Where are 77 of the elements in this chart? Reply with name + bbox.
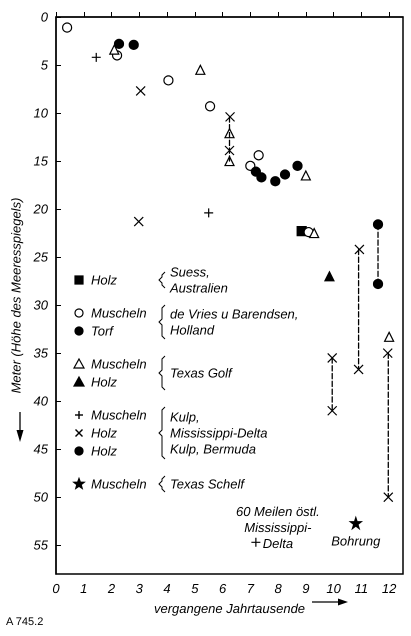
- legend-label: Torf: [91, 324, 114, 338]
- x-tick-label: 2: [106, 581, 116, 596]
- point: [163, 75, 174, 86]
- y-tick-label: 35: [34, 346, 49, 361]
- x-tick-label: 0: [52, 581, 60, 596]
- y-tick-label: 0: [40, 10, 49, 24]
- point: [256, 172, 267, 182]
- y-tick-label: 15: [34, 154, 49, 169]
- point: [136, 86, 146, 96]
- x-tick-label: 11: [354, 581, 368, 596]
- y-tick-label: 25: [32, 250, 49, 265]
- point: [62, 22, 72, 33]
- point: [327, 352, 338, 364]
- point: [128, 40, 139, 50]
- point: [309, 228, 320, 238]
- point: [292, 160, 303, 171]
- point: [91, 52, 102, 62]
- y-tick-label: 5: [40, 58, 49, 73]
- y-tick-label: 30: [34, 298, 49, 313]
- legend-label: Holz: [91, 272, 118, 288]
- point: [224, 112, 236, 122]
- point: [324, 271, 335, 282]
- x-tick-label: 10: [326, 581, 342, 596]
- x-tick-label: 1: [80, 581, 88, 596]
- text: A 745.2: [6, 616, 44, 628]
- legend-label: Muscheln: [91, 306, 147, 320]
- legend-label: Holz: [91, 426, 118, 440]
- legend-label: Muscheln: [91, 476, 147, 492]
- point: [195, 64, 206, 75]
- x-tick-label: 3: [136, 581, 144, 596]
- legend-label: Holz: [91, 374, 118, 390]
- point: [204, 208, 214, 218]
- x-tick-label: 5: [191, 581, 200, 596]
- annotation: de Vries u Barendsen, Holland: [170, 306, 298, 338]
- y-tick-label: 45: [34, 442, 49, 457]
- y-tick-label: 50: [34, 490, 49, 505]
- point: [204, 101, 216, 112]
- legend-label: Muscheln: [91, 408, 147, 422]
- x-tick-label: 9: [302, 581, 310, 596]
- annotation: Texas Golf: [170, 366, 234, 380]
- y-tick-label: 40: [34, 394, 49, 409]
- point: [382, 348, 393, 358]
- point: [250, 166, 261, 177]
- point: [280, 169, 290, 180]
- point: [353, 364, 364, 375]
- y-axis-title: Meter (Höhe des Meeresspiegels): [8, 198, 24, 394]
- point: [134, 216, 144, 227]
- annotation: Texas Schelf: [170, 476, 246, 492]
- y-tick-label: 10: [34, 106, 49, 121]
- x-axis-title: vergangene Jahrtausende: [154, 601, 306, 616]
- point: [327, 406, 338, 416]
- point: [270, 176, 280, 186]
- annotation: Suess, Australien: [169, 264, 228, 296]
- y-tick-label: 55: [34, 538, 49, 553]
- point: [354, 244, 365, 255]
- point: [250, 537, 261, 548]
- point: [224, 145, 235, 156]
- point: [109, 44, 120, 55]
- x-tick-label: 8: [274, 581, 282, 596]
- point: [383, 492, 394, 502]
- point: [300, 170, 311, 181]
- x-tick-label: 12: [382, 581, 398, 596]
- point: [384, 332, 394, 342]
- x-tick-label: 7: [246, 581, 255, 596]
- annotation: Kulp, Mississippi-Delta Kulp, Bermuda: [170, 410, 268, 456]
- x-tick-label: 6: [218, 581, 227, 596]
- point: [254, 150, 264, 160]
- legend-label: Muscheln: [91, 356, 147, 372]
- annotation: Bohrung: [331, 534, 382, 549]
- point: [350, 517, 362, 530]
- point: [372, 278, 384, 290]
- legend-label: Holz: [91, 444, 118, 458]
- x-tick-label: 4: [163, 581, 171, 596]
- y-tick-label: 20: [32, 202, 49, 217]
- point: [372, 219, 384, 230]
- annotation: 60 Meilen östl. Mississippi- Delta: [236, 504, 320, 551]
- point: [114, 38, 124, 49]
